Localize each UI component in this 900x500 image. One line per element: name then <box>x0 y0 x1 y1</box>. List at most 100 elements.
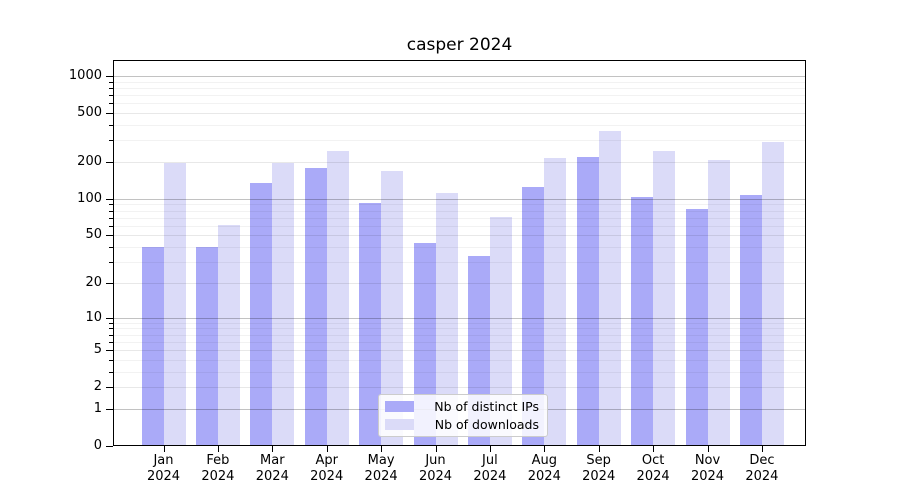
y-tick-mark <box>106 162 113 164</box>
x-tick-mark <box>217 446 219 452</box>
y-minor-tick-mark <box>109 125 113 127</box>
gridline-minor <box>113 262 806 264</box>
gridline-minor <box>113 204 806 206</box>
y-minor-tick-mark <box>109 341 113 343</box>
bar-distinct-ips-may-2024 <box>359 202 382 446</box>
x-tick-year: 2024 <box>418 469 453 484</box>
gridline-minor <box>113 334 806 336</box>
gridline-minor <box>113 322 806 324</box>
gridline-minor <box>113 247 806 249</box>
legend-row-distinct-ips: Nb of distinct IPs <box>385 398 539 414</box>
bar-distinct-ips-mar-2024 <box>250 182 273 446</box>
gridline-500 <box>113 113 806 115</box>
gridline-minor <box>113 328 806 330</box>
y-tick-label: 20 <box>85 274 102 290</box>
x-tick-year: 2024 <box>745 469 779 484</box>
bar-downloads-jul-2024 <box>489 216 512 446</box>
x-tick-month: Dec <box>749 453 775 468</box>
bar-distinct-ips-dec-2024 <box>739 194 762 446</box>
x-tick-month: Jan <box>153 453 174 468</box>
x-tick-mark <box>653 446 655 452</box>
x-tick-year: 2024 <box>146 469 181 484</box>
gridline-200 <box>113 162 806 164</box>
x-tick-mark <box>598 446 600 452</box>
x-tick-label-apr: Apr 2024 <box>297 453 357 485</box>
legend-swatch-distinct-ips-icon <box>385 401 414 412</box>
legend-swatch-downloads-icon <box>385 419 414 430</box>
x-tick-label-oct: Oct 2024 <box>623 453 683 485</box>
x-tick-year: 2024 <box>364 469 398 484</box>
y-minor-tick-mark <box>109 95 113 97</box>
x-tick-month: Feb <box>206 453 230 468</box>
gridline-minor <box>113 95 806 97</box>
x-tick-label-jun: Jun 2024 <box>406 453 466 485</box>
y-minor-tick-mark <box>109 225 113 227</box>
bar-downloads-jan-2024 <box>163 163 186 446</box>
chart-title: casper 2024 <box>406 35 513 55</box>
bar-distinct-ips-apr-2024 <box>304 168 327 446</box>
y-minor-tick-mark <box>109 87 113 89</box>
y-tick-mark <box>106 113 113 115</box>
y-tick-mark <box>106 235 113 237</box>
x-tick-mark <box>163 446 165 452</box>
x-tick-year: 2024 <box>582 469 616 484</box>
x-tick-label-jul: Jul 2024 <box>460 453 520 485</box>
gridline-50 <box>113 235 806 237</box>
gridline-minor <box>113 341 806 343</box>
x-tick-mark <box>489 446 491 452</box>
bar-distinct-ips-nov-2024 <box>685 208 708 446</box>
y-tick-mark <box>106 198 113 200</box>
x-tick-mark <box>381 446 383 452</box>
gridline-minor <box>113 125 806 127</box>
y-tick-label: 50 <box>85 227 102 243</box>
x-tick-label-jan: Jan 2024 <box>134 453 194 485</box>
bar-downloads-nov-2024 <box>707 159 730 446</box>
y-tick-mark <box>106 387 113 389</box>
y-minor-tick-mark <box>109 322 113 324</box>
y-tick-mark <box>106 350 113 352</box>
y-minor-tick-mark <box>109 210 113 212</box>
gridline-10 <box>113 317 806 319</box>
x-tick-mark <box>544 446 546 452</box>
bar-distinct-ips-sep-2024 <box>576 156 599 446</box>
y-minor-tick-mark <box>109 103 113 105</box>
bar-downloads-feb-2024 <box>217 225 240 446</box>
gridline-minor <box>113 225 806 227</box>
y-minor-tick-mark <box>109 328 113 330</box>
bar-distinct-ips-oct-2024 <box>631 196 654 446</box>
x-tick-mark <box>761 446 763 452</box>
bar-downloads-may-2024 <box>381 170 404 446</box>
x-tick-year: 2024 <box>310 469 344 484</box>
legend-label-distinct-ips: Nb of distinct IPs <box>434 398 539 414</box>
x-tick-label-nov: Nov 2024 <box>678 453 738 485</box>
gridline-minor <box>113 371 806 373</box>
y-minor-tick-mark <box>109 359 113 361</box>
x-tick-label-mar: Mar 2024 <box>242 453 302 485</box>
x-tick-month: Jun <box>425 453 446 468</box>
y-tick-mark <box>106 76 113 78</box>
gridline-100 <box>113 198 806 200</box>
bar-downloads-aug-2024 <box>544 157 567 446</box>
bar-downloads-dec-2024 <box>761 141 784 446</box>
x-tick-mark <box>326 446 328 452</box>
x-tick-year: 2024 <box>473 469 507 484</box>
axis-spine-top <box>113 60 806 61</box>
bar-downloads-oct-2024 <box>653 150 676 446</box>
x-tick-month: Jul <box>482 453 498 468</box>
bar-distinct-ips-aug-2024 <box>522 187 545 446</box>
x-tick-month: Nov <box>694 453 721 468</box>
gridline-minor <box>113 87 806 89</box>
gridline-minor <box>113 210 806 212</box>
y-tick-label: 2 <box>93 379 102 395</box>
bar-distinct-ips-feb-2024 <box>195 247 218 446</box>
y-minor-tick-mark <box>109 247 113 249</box>
legend-row-downloads: Nb of downloads <box>385 417 539 432</box>
x-tick-label-dec: Dec 2024 <box>732 453 792 485</box>
axis-spine-left <box>113 60 114 446</box>
x-tick-month: Mar <box>260 453 285 468</box>
axis-spine-right <box>805 60 806 446</box>
gridline-minor <box>113 140 806 142</box>
y-tick-label: 10 <box>85 309 102 325</box>
y-minor-tick-mark <box>109 140 113 142</box>
